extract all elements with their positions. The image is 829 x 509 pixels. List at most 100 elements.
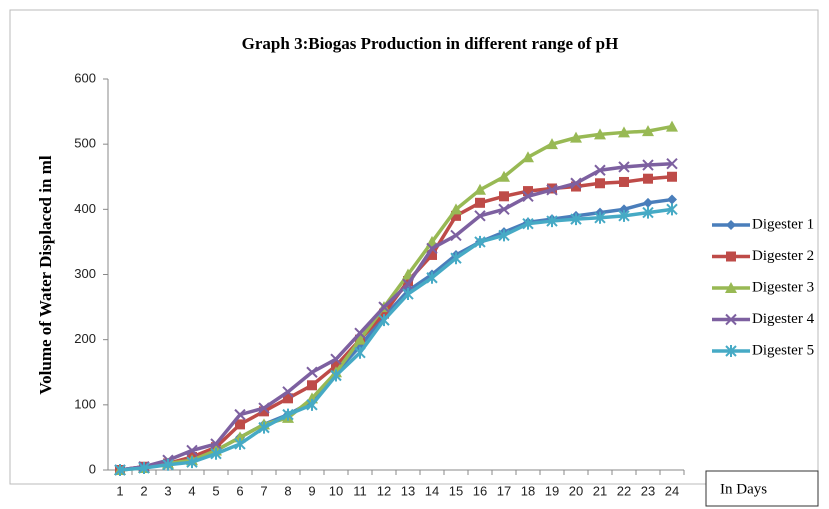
marker: [667, 171, 677, 182]
marker: [522, 151, 534, 163]
x-tick-label: 15: [449, 483, 463, 498]
y-tick-label: 300: [74, 266, 96, 281]
chart-title: Graph 3:Biogas Production in different r…: [242, 34, 619, 53]
marker: [330, 369, 342, 382]
marker: [570, 131, 582, 143]
marker: [114, 464, 126, 476]
marker: [186, 444, 198, 457]
marker: [451, 210, 461, 221]
y-tick-label: 0: [89, 461, 96, 476]
marker: [306, 366, 318, 378]
marker: [643, 173, 653, 184]
y-tick-label: 600: [74, 70, 96, 85]
marker: [234, 408, 246, 421]
x-tick-label: 6: [236, 483, 243, 498]
x-tick-label: 2: [140, 483, 147, 498]
marker: [403, 276, 413, 287]
marker: [450, 203, 462, 215]
y-tick-label: 100: [74, 396, 96, 411]
marker: [499, 191, 509, 202]
marker: [522, 190, 534, 203]
x-tick-label: 22: [617, 483, 631, 498]
legend-label: Digester 1: [752, 216, 814, 232]
marker: [330, 353, 342, 365]
marker: [138, 462, 150, 475]
marker: [546, 138, 558, 150]
marker: [618, 161, 630, 173]
x-tick-label: 7: [260, 483, 267, 498]
marker: [210, 438, 222, 450]
marker: [378, 301, 390, 313]
x-tick-label: 12: [377, 483, 391, 498]
x-tick-label: 11: [353, 483, 367, 498]
x-tick-label: 18: [521, 483, 535, 498]
marker: [402, 288, 414, 301]
x-tick-label: 23: [641, 483, 655, 498]
marker: [570, 177, 582, 189]
legend-label: Digester 4: [752, 311, 815, 327]
marker: [258, 402, 270, 414]
marker: [162, 458, 174, 471]
marker: [331, 360, 341, 371]
x-tick-label: 1: [116, 483, 123, 498]
marker: [523, 186, 533, 197]
marker: [522, 217, 534, 230]
y-tick-label: 200: [74, 331, 96, 346]
x-tick-label: 13: [401, 483, 415, 498]
marker: [354, 346, 366, 359]
marker: [186, 456, 198, 469]
marker: [594, 164, 606, 176]
marker: [618, 126, 630, 138]
marker: [570, 213, 582, 226]
marker: [595, 178, 605, 189]
marker: [450, 229, 462, 242]
marker: [618, 209, 630, 222]
marker: [594, 128, 606, 140]
marker: [498, 203, 510, 216]
x-tick-label: 24: [665, 483, 679, 498]
chart-frame: [9, 9, 819, 485]
marker: [426, 242, 438, 255]
marker: [667, 194, 677, 205]
marker: [426, 271, 438, 284]
x-tick-label: 14: [425, 483, 439, 498]
x-tick-label: 3: [164, 483, 171, 498]
x-label-box: [705, 470, 819, 507]
marker: [474, 183, 486, 195]
marker: [210, 447, 222, 460]
marker: [379, 308, 389, 319]
x-tick-label: 10: [329, 483, 343, 498]
marker: [643, 197, 653, 208]
y-tick-label: 400: [74, 201, 96, 216]
marker: [571, 181, 581, 192]
legend-label: Digester 5: [752, 342, 814, 358]
marker: [666, 203, 678, 216]
marker: [378, 314, 390, 327]
marker: [725, 313, 737, 326]
marker: [726, 251, 736, 262]
x-tick-label: 8: [284, 483, 291, 498]
marker: [450, 252, 462, 265]
x-tick-label: 9: [308, 483, 315, 498]
marker: [666, 120, 678, 132]
marker: [354, 333, 366, 345]
y-axis-label: Volume of Water Displaced in ml: [36, 155, 55, 394]
marker: [354, 327, 366, 339]
marker: [642, 125, 654, 137]
marker: [402, 278, 414, 290]
marker: [234, 437, 246, 450]
marker: [546, 184, 558, 196]
marker: [619, 176, 629, 187]
x-tick-label: 20: [569, 483, 583, 498]
marker: [642, 159, 654, 171]
x-axis-label: In Days: [720, 481, 767, 497]
marker: [474, 210, 486, 222]
marker: [259, 406, 269, 417]
legend-label: Digester 3: [752, 279, 814, 295]
marker: [666, 158, 678, 170]
x-tick-label: 4: [188, 483, 195, 498]
x-tick-label: 21: [593, 483, 607, 498]
legend-label: Digester 2: [752, 248, 814, 264]
marker: [283, 393, 293, 404]
